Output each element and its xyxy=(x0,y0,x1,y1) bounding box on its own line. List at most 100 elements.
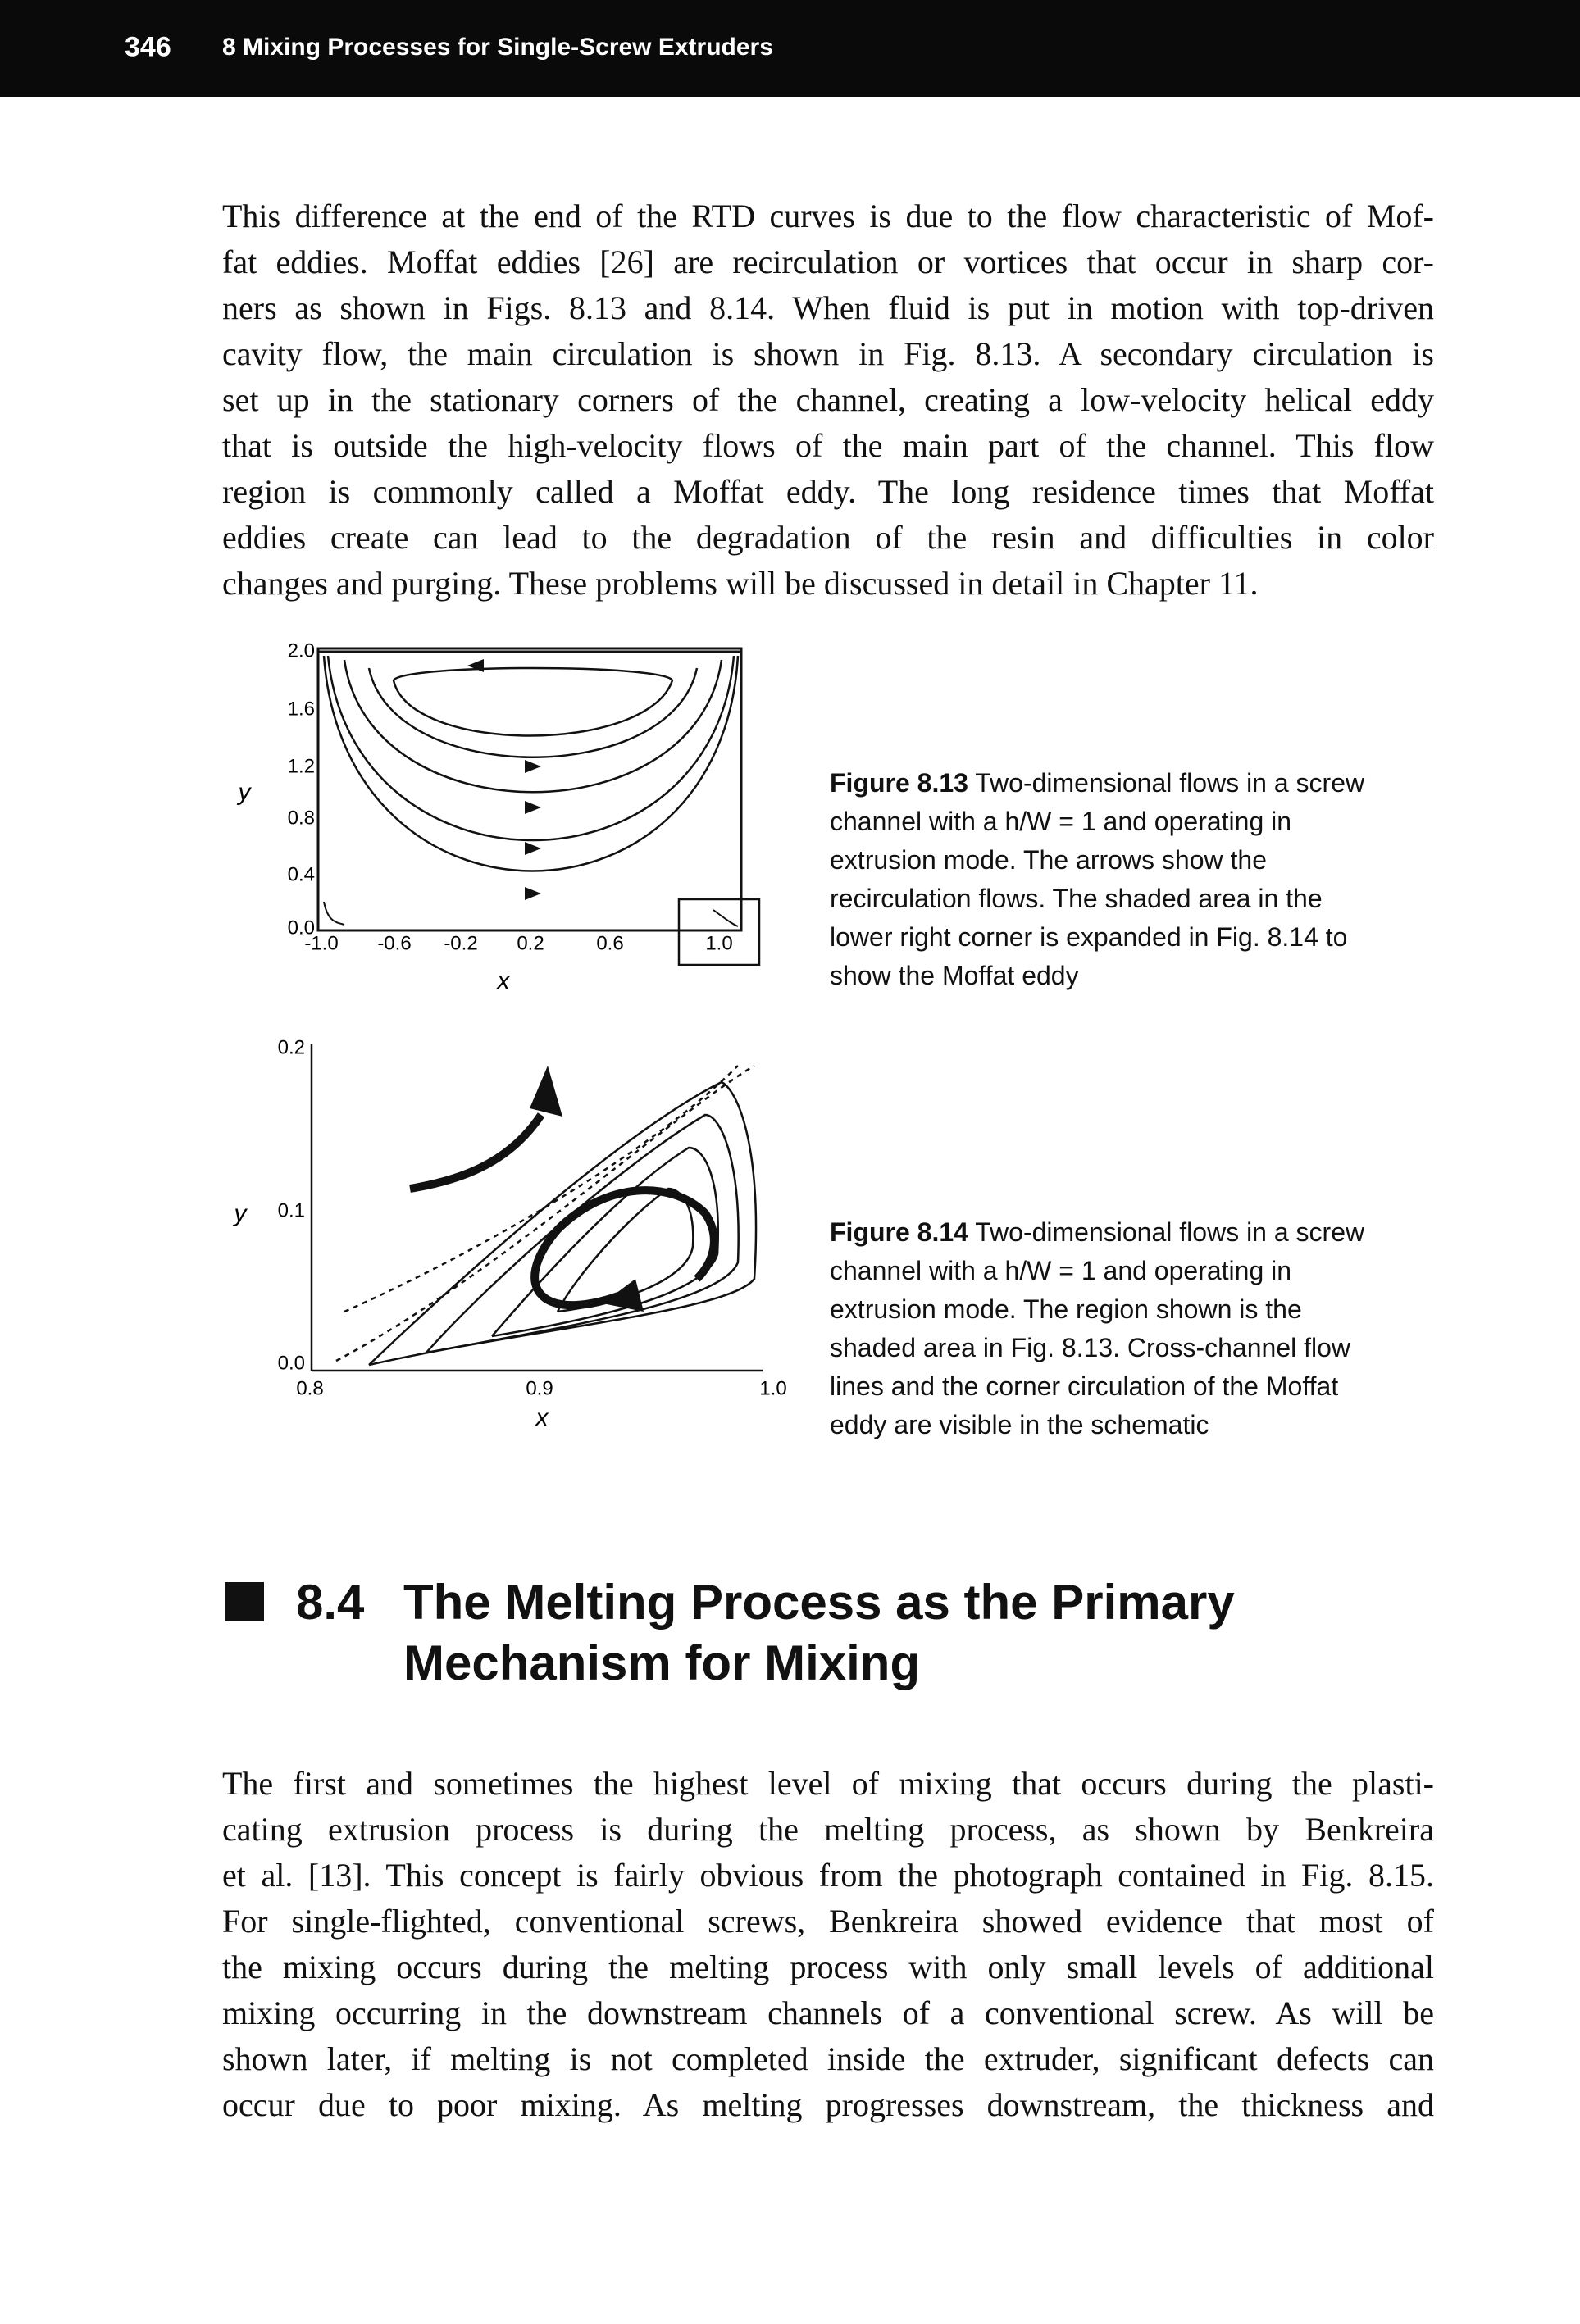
x-tick-label: 0.9 xyxy=(526,1377,553,1399)
streamline xyxy=(343,659,723,794)
caption-text: channel with a h/W = 1 and operating in xyxy=(830,807,1292,836)
caption-label: Figure 8.13 xyxy=(830,768,968,798)
caption-text: shaded area in Fig. 8.13. Cross-channel … xyxy=(830,1333,1351,1362)
y-tick-label: 2.0 xyxy=(288,639,315,662)
text-line: mixing occurring in the downstream chann… xyxy=(222,1994,1434,2031)
y-tick-label: 0.1 xyxy=(278,1199,305,1221)
plot-frame xyxy=(316,647,743,932)
caption-line: extrusion mode. The arrows show the xyxy=(830,841,1364,880)
flow-arrow xyxy=(409,1112,545,1193)
text-line: the mixing occurs during the melting pro… xyxy=(222,1949,1434,1985)
arrow xyxy=(525,760,541,773)
arrow xyxy=(525,801,541,814)
caption-text: Two-dimensional flows in a screw xyxy=(975,1217,1365,1247)
chapter-title: 8 Mixing Processes for Single-Screw Extr… xyxy=(222,34,773,61)
caption-line: channel with a h/W = 1 and operating in xyxy=(830,803,1364,841)
x-tick-label: 0.8 xyxy=(296,1377,323,1399)
caption-line: recirculation flows. The shaded area in … xyxy=(830,880,1364,918)
caption-label: Figure 8.14 xyxy=(830,1217,968,1247)
arrowhead xyxy=(603,1279,644,1312)
caption-line: channel with a h/W = 1 and operating in xyxy=(830,1252,1364,1290)
figures: 2.01.61.20.80.40.0-1.0 -0.6 -0.2 0.2 0.6 1.0y… xyxy=(233,639,787,1431)
streamline xyxy=(367,667,699,758)
streamline xyxy=(326,655,735,842)
text-line: shown later, if melting is not completed… xyxy=(222,2040,1434,2077)
corner-eddy xyxy=(323,901,345,926)
arrow xyxy=(525,842,541,855)
x-tick-label: 0.6 xyxy=(596,932,623,954)
arrowhead xyxy=(530,1066,562,1117)
caption-text: eddy are visible in the schematic xyxy=(830,1410,1209,1439)
figure-caption: Figure 8.14 Two-dimensional flows in a s… xyxy=(830,1213,1364,1444)
caption-text: lines and the corner circulation of the … xyxy=(830,1371,1339,1401)
arrow xyxy=(467,659,484,672)
caption-line: Figure 8.14 Two-dimensional flows in a s… xyxy=(830,1213,1364,1252)
y-tick-label: 0.4 xyxy=(288,863,315,885)
text-line: For single-flighted, conventional screws… xyxy=(222,1903,1434,1940)
text-line: that is outside the high-velocity flows … xyxy=(222,427,1434,464)
caption-text: extrusion mode. The region shown is the xyxy=(830,1294,1302,1324)
text-line: ners as shown in Figs. 8.13 and 8.14. Wh… xyxy=(222,289,1434,326)
x-tick-label: -0.2 xyxy=(444,932,477,954)
y-tick-label: 0.0 xyxy=(288,916,315,939)
y-tick-label: 1.2 xyxy=(288,755,315,777)
text-line: set up in the stationary corners of the … xyxy=(222,381,1434,418)
caption-text: lower right corner is expanded in Fig. 8… xyxy=(830,922,1348,952)
text-line: fat eddies. Moffat eddies [26] are recir… xyxy=(222,243,1434,280)
text-line: cavity flow, the main circulation is sho… xyxy=(222,335,1434,372)
x-tick-label: -1.0 xyxy=(304,932,338,954)
running-header: 346 8 Mixing Processes for Single-Screw … xyxy=(0,0,1580,97)
streamline xyxy=(426,1113,740,1354)
streamline xyxy=(322,655,740,872)
section-title-line: Mechanism for Mixing xyxy=(403,1635,921,1690)
text-line: et al. [13]. This concept is fairly obvi… xyxy=(222,1857,1434,1894)
x-tick-label: 1.0 xyxy=(759,1377,786,1399)
caption-text: Two-dimensional flows in a screw xyxy=(975,768,1365,798)
section-title-line: The Melting Process as the Primary xyxy=(403,1575,1235,1630)
page-number: 346 xyxy=(125,31,171,63)
text-line: region is commonly called a Moffat eddy.… xyxy=(222,473,1434,510)
y-tick-label: 0.0 xyxy=(278,1352,305,1374)
x-tick-label: 0.2 xyxy=(517,932,544,954)
text-line: This difference at the end of the RTD cu… xyxy=(222,198,1434,234)
caption-text: channel with a h/W = 1 and operating in xyxy=(830,1256,1292,1285)
shaded-box xyxy=(677,898,761,966)
figure-caption: Figure 8.13 Two-dimensional flows in a s… xyxy=(830,764,1364,995)
streamline xyxy=(392,666,674,737)
caption-line: extrusion mode. The region shown is the xyxy=(830,1290,1364,1329)
paragraph: The first and sometimes the highest leve… xyxy=(222,1761,1434,2128)
caption-text: show the Moffat eddy xyxy=(830,961,1079,990)
caption-text: extrusion mode. The arrows show the xyxy=(830,845,1267,875)
y-axis-label: y xyxy=(233,1200,248,1227)
text-line: changes and purging. These problems will… xyxy=(222,565,1259,602)
caption-line: shaded area in Fig. 8.13. Cross-channel … xyxy=(830,1329,1364,1367)
paragraph: This difference at the end of the RTD cu… xyxy=(222,193,1434,607)
x-axis-label: x xyxy=(535,1404,549,1431)
corner-eddy xyxy=(713,909,739,927)
x-tick-label: 1.0 xyxy=(705,932,732,954)
caption-line: Figure 8.13 Two-dimensional flows in a s… xyxy=(830,764,1364,803)
caption-text: recirculation flows. The shaded area in … xyxy=(830,884,1323,913)
streamline xyxy=(368,1080,758,1367)
flow-arrow xyxy=(530,1186,718,1309)
caption-line: show the Moffat eddy xyxy=(830,957,1364,995)
caption-line: lower right corner is expanded in Fig. 8… xyxy=(830,918,1364,957)
text-line: The first and sometimes the highest leve… xyxy=(222,1765,1434,1802)
text-line: eddies create can lead to the degradatio… xyxy=(222,519,1434,556)
caption-line: lines and the corner circulation of the … xyxy=(830,1367,1364,1406)
y-tick-label: 0.2 xyxy=(278,1036,305,1058)
streamline xyxy=(335,1064,755,1362)
caption-line: eddy are visible in the schematic xyxy=(830,1406,1364,1444)
arrow xyxy=(525,887,541,900)
text-line: cating extrusion process is during the m… xyxy=(222,1811,1434,1848)
streamline xyxy=(344,1065,739,1313)
text-line: occur due to poor mixing. As melting pro… xyxy=(222,2086,1434,2123)
y-tick-label: 0.8 xyxy=(288,807,315,829)
x-axis-label: x xyxy=(496,967,511,994)
section-bullet xyxy=(225,1582,264,1621)
x-tick-label: -0.6 xyxy=(377,932,411,954)
section-number: 8.4 xyxy=(296,1575,365,1630)
y-tick-label: 1.6 xyxy=(288,698,315,720)
y-axis-label: y xyxy=(237,779,253,806)
